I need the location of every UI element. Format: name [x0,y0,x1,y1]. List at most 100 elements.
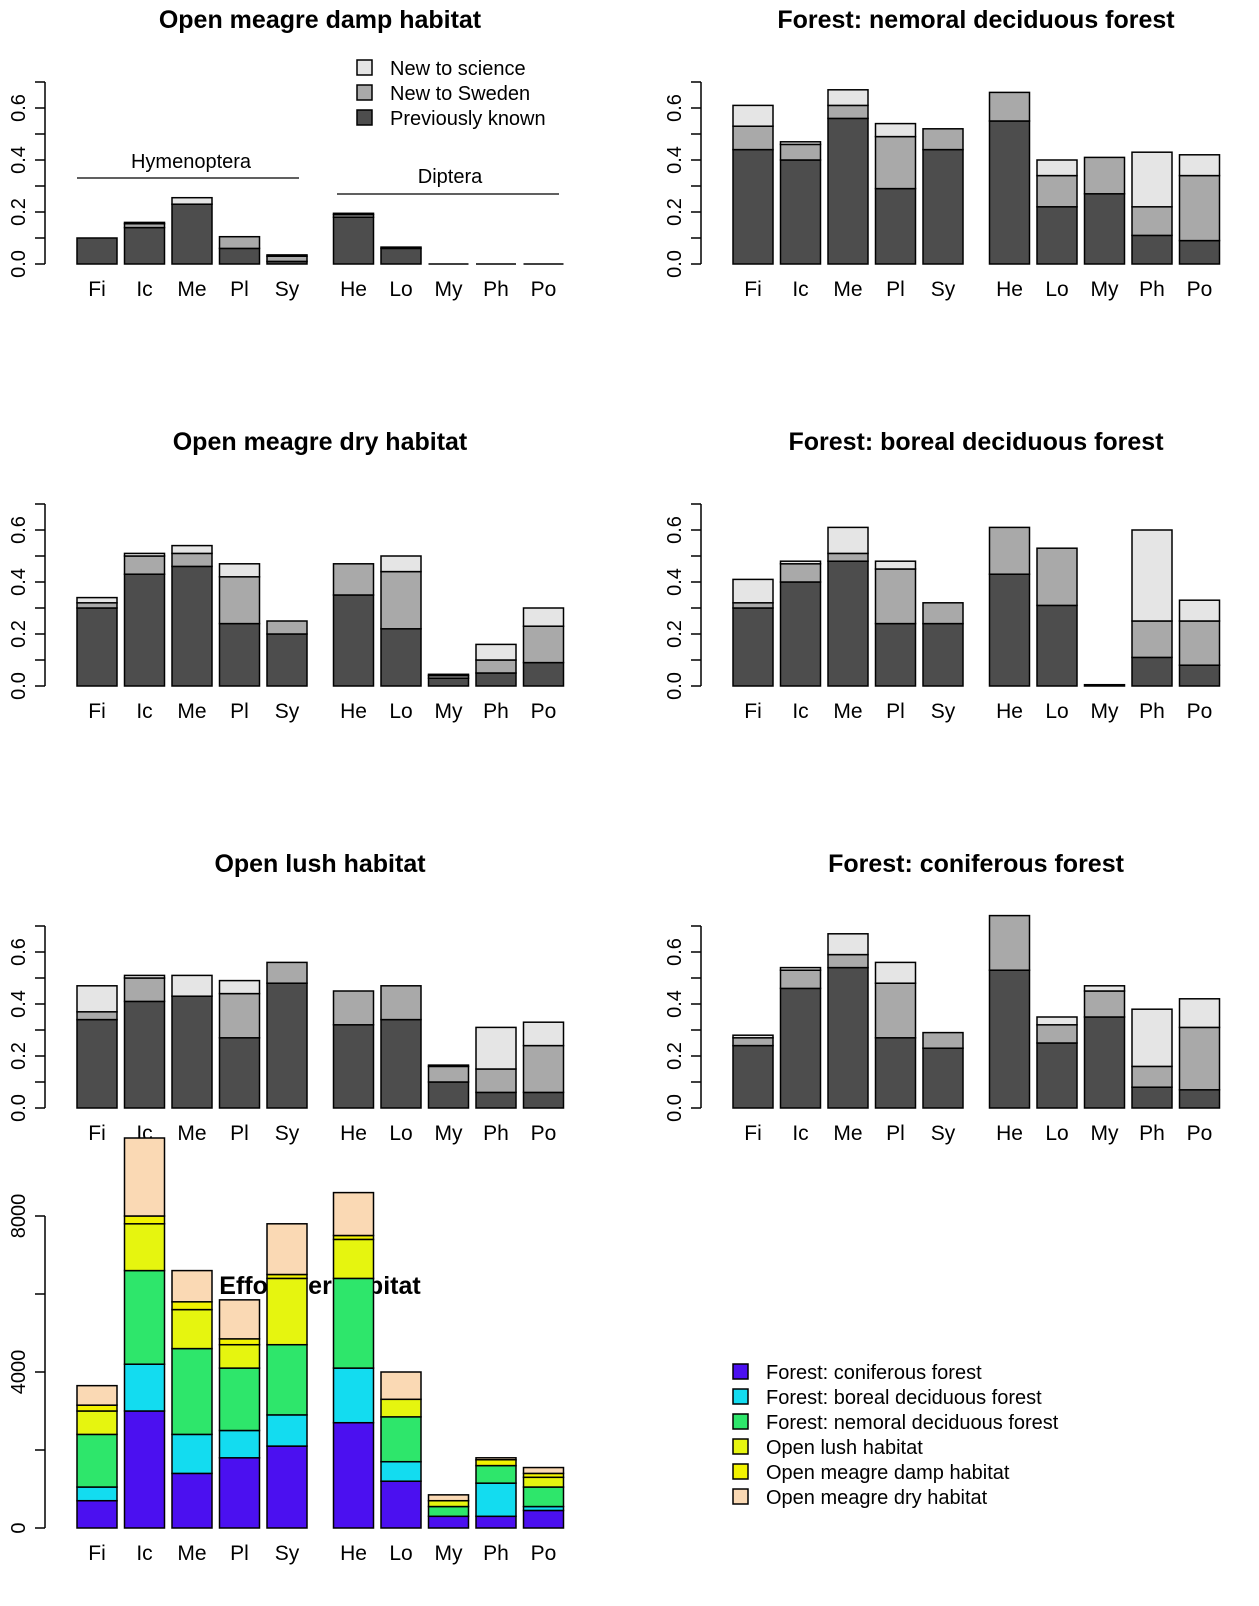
legend-swatch [356,84,373,101]
bar-segment [922,128,964,151]
bar-segment [1178,174,1221,242]
x-tick-label: Ph [1139,700,1165,723]
bar-segment [218,1367,261,1432]
x-tick-label: Fi [88,700,106,723]
x-tick-label: Sy [931,278,956,301]
bar-segment [732,1037,774,1047]
bar-segment [76,985,118,1013]
chart-title: Open meagre damp habitat [159,6,482,34]
x-tick-label: Ph [483,1122,509,1145]
bar-segment [380,1416,422,1463]
y-tick-label: 0.6 [664,94,686,122]
bar-segment [427,1505,470,1518]
x-tick-label: Me [177,1542,206,1565]
bar-segment [218,247,261,265]
x-tick-label: Sy [931,1122,956,1145]
bar-segment [76,607,118,687]
chart-title: Forest: nemoral deciduous forest [777,6,1175,34]
bar-segment [732,602,774,609]
bar-segment [827,104,869,120]
x-tick-label: My [435,1542,463,1565]
x-tick-label: Lo [389,1542,412,1565]
x-tick-label: Sy [931,700,956,723]
y-tick-label: 0.6 [8,94,30,122]
bar-segment [522,1509,565,1529]
chart-title: Forest: boreal deciduous forest [788,428,1164,456]
legend-label: New to science [390,58,526,80]
bar-segment [427,673,470,677]
x-tick-label: Ic [136,700,152,723]
bar-segment [218,979,261,995]
bar-segment [988,120,1031,265]
bar-segment [332,212,375,216]
x-tick-label: He [340,278,367,301]
y-tick-label: 0.4 [664,990,686,1018]
bar-segment [922,622,964,687]
y-tick-label: 0.0 [664,672,686,700]
chart-title: Forest: coniferous forest [828,850,1125,878]
bar-segment [380,555,422,573]
bar-segment [123,1223,166,1272]
legend-swatch [732,1463,749,1480]
bar-segment [123,1137,166,1217]
bar-segment [1036,159,1078,177]
bar-segment [76,1404,118,1412]
bar-segment [427,1081,470,1109]
x-tick-label: Me [833,1122,862,1145]
bar-segment [732,607,774,687]
legend-swatch [732,1388,749,1405]
bar-segment [332,563,375,596]
bar-segment [988,969,1031,1109]
y-tick-label: 0.2 [8,1042,30,1070]
bar-segment [380,247,422,265]
bar-segment [874,622,917,687]
bar-segment [827,526,869,555]
legend-label: Open meagre dry habitat [766,1487,988,1509]
bar-segment [922,148,964,265]
bar-segment [522,1486,565,1508]
bar-segment [522,1476,565,1488]
bar-segment [874,982,917,1039]
chart-panel-6: Forest: coniferous forest 0.0 0.2 0.4 0.6 Fi I… [664,850,1221,1145]
bar-segment [218,622,261,687]
bar-segment [827,552,869,562]
x-tick-label: Lo [389,1122,412,1145]
x-tick-label: Po [531,1542,557,1565]
bar-segment [779,966,822,971]
bar-segment [1131,1065,1173,1088]
bar-segment [266,982,308,1109]
y-tick-label: 0.2 [8,198,30,226]
x-tick-label: Lo [389,700,412,723]
legend-label: Open meagre damp habitat [766,1462,1010,1484]
bar-segment [522,1044,565,1094]
bar-segment [1178,998,1221,1029]
bar-segment [123,573,166,687]
bar-segment [522,625,565,664]
bar-segment [427,1515,470,1529]
bar-segment [475,1515,517,1529]
bar-segment [475,1482,517,1518]
bar-segment [779,563,822,583]
bar-segment [76,1499,118,1529]
y-tick-label: 0 [8,1522,30,1533]
x-tick-label: Ph [1139,278,1165,301]
bar-segment [1131,151,1173,208]
bar-segment [1131,656,1173,687]
bar-segment [522,1466,565,1475]
x-tick-label: My [435,278,463,301]
bar-segment [475,1464,517,1484]
y-tick-label: 0.4 [8,990,30,1018]
bar-segment [732,104,774,127]
bar-segment [874,568,917,625]
bar-segment [380,1398,422,1418]
x-tick-label: Lo [389,278,412,301]
bar-segment [1036,1024,1078,1044]
bar-segment [123,1215,166,1225]
bar-segment [1083,990,1126,1018]
y-tick-label: 0.0 [664,1094,686,1122]
bar-segment [475,659,517,674]
x-tick-label: Pl [230,1542,249,1565]
x-tick-label: Pl [230,278,249,301]
bar-segment [779,141,822,146]
legend-swatch [732,1413,749,1430]
